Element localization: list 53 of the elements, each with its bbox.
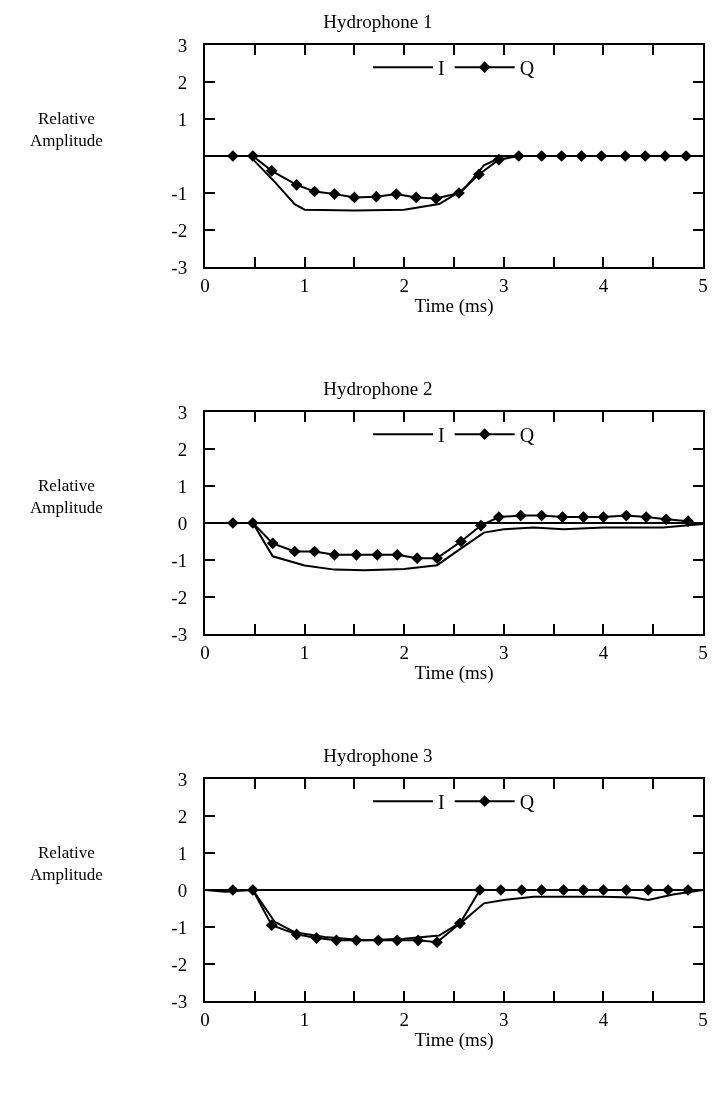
- legend-label: Q: [519, 424, 535, 446]
- x-tick-label: 4: [598, 274, 609, 296]
- y-axis-title: Relative Amplitude: [30, 476, 103, 518]
- y-tick-label: 1: [177, 475, 188, 497]
- y-tick-label: -3: [171, 623, 188, 645]
- x-tick-label: 1: [299, 274, 310, 296]
- x-tick-label: 5: [698, 641, 708, 663]
- y-axis-title: Relative Amplitude: [30, 109, 103, 151]
- legend-label: I: [438, 57, 445, 79]
- x-tick-label: 4: [598, 1008, 609, 1030]
- y-tick-label: 0: [177, 879, 188, 901]
- y-tick-label: 1: [177, 842, 188, 864]
- y-tick-label: -3: [171, 256, 188, 278]
- x-tick-label: 3: [499, 1008, 509, 1030]
- y-tick-label: 2: [177, 71, 188, 93]
- legend-label: I: [438, 791, 445, 813]
- x-tick-label: 4: [598, 641, 609, 663]
- y-tick-label: 2: [177, 438, 188, 460]
- x-axis-title: Time (ms): [414, 295, 494, 318]
- y-tick-label: -1: [171, 549, 188, 571]
- legend-label: I: [438, 424, 445, 446]
- y-tick-label: -1: [171, 916, 188, 938]
- x-axis-title: Time (ms): [414, 1029, 494, 1052]
- chart-title: Hydrophone 2: [323, 377, 433, 399]
- x-tick-label: 3: [499, 274, 509, 296]
- y-tick-label: 0: [177, 512, 188, 534]
- y-tick-label: -2: [171, 219, 188, 241]
- x-tick-label: 5: [698, 274, 708, 296]
- x-axis-title: Time (ms): [414, 662, 494, 685]
- x-tick-label: 2: [399, 641, 409, 663]
- y-tick-label: 2: [177, 805, 188, 827]
- x-tick-label: 1: [299, 641, 310, 663]
- y-tick-label: -2: [171, 953, 188, 975]
- chart-title: Hydrophone 1: [323, 10, 433, 32]
- x-tick-label: 0: [200, 274, 210, 296]
- y-tick-label: -3: [171, 990, 188, 1012]
- y-tick-label: 3: [177, 401, 188, 423]
- y-axis-title: Relative Amplitude: [30, 843, 103, 885]
- y-tick-label: -2: [171, 586, 188, 608]
- x-tick-label: 0: [200, 641, 210, 663]
- x-tick-label: 5: [698, 1008, 708, 1030]
- y-tick-label: 1: [177, 108, 188, 130]
- x-tick-label: 1: [299, 1008, 310, 1030]
- x-tick-label: 2: [399, 274, 409, 296]
- chart-title: Hydrophone 3: [323, 744, 433, 766]
- x-tick-label: 0: [200, 1008, 210, 1030]
- y-tick-label: 3: [177, 34, 188, 56]
- legend-label: Q: [519, 57, 535, 79]
- legend-label: Q: [519, 791, 535, 813]
- x-tick-label: 3: [499, 641, 509, 663]
- y-tick-label: 3: [177, 768, 188, 790]
- x-tick-label: 2: [399, 1008, 409, 1030]
- y-tick-label: -1: [171, 182, 188, 204]
